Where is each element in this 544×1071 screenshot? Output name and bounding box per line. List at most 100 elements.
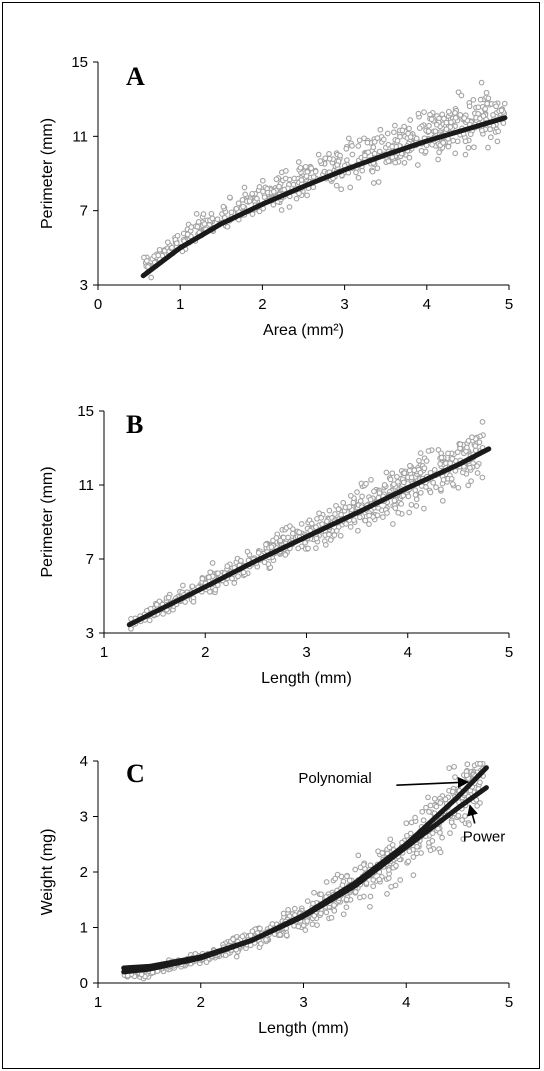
data-point <box>391 481 397 488</box>
data-point <box>195 219 202 225</box>
data-point <box>156 246 163 253</box>
data-point <box>439 111 446 118</box>
data-point <box>357 498 364 504</box>
data-point <box>404 832 410 839</box>
data-point <box>155 252 162 259</box>
panel-a: 0 1 2 3 4 5 3 7 11 15 Area (mm²) Perimeter (mm) A <box>39 54 513 339</box>
data-point <box>411 467 418 474</box>
data-point <box>346 504 353 510</box>
data-point <box>295 923 302 930</box>
data-point <box>302 539 308 546</box>
data-point <box>308 165 315 172</box>
data-point <box>467 131 474 138</box>
x-tick-label: 3 <box>340 296 348 313</box>
data-point <box>448 119 454 126</box>
data-point <box>180 582 186 589</box>
data-point <box>257 925 263 932</box>
data-point <box>371 139 378 145</box>
data-point <box>410 872 417 878</box>
data-point <box>345 135 352 142</box>
data-point <box>500 120 507 126</box>
data-point <box>455 812 462 819</box>
data-point <box>354 489 360 495</box>
data-point <box>397 133 403 140</box>
data-point <box>295 159 302 165</box>
data-point <box>389 470 396 477</box>
data-point <box>363 480 369 487</box>
data-point <box>413 135 420 142</box>
data-point <box>401 159 408 166</box>
x-tick-label: 1 <box>100 644 108 661</box>
data-point <box>343 145 350 152</box>
data-point <box>304 192 310 199</box>
data-point <box>327 537 334 543</box>
fit-line-polynomial <box>121 765 489 971</box>
data-point <box>143 258 150 264</box>
data-point <box>313 535 320 542</box>
data-point <box>310 174 317 180</box>
data-point <box>465 482 472 489</box>
data-point <box>209 560 216 566</box>
data-point <box>427 847 434 854</box>
data-point <box>429 830 436 836</box>
data-point <box>474 803 480 809</box>
data-point <box>313 524 319 530</box>
data-point <box>222 952 229 959</box>
data-point <box>281 186 288 193</box>
data-point <box>273 535 280 541</box>
data-point <box>297 164 304 171</box>
data-point <box>433 121 440 128</box>
data-point <box>268 544 275 550</box>
data-point <box>286 204 293 210</box>
data-point <box>415 110 422 117</box>
data-point <box>287 523 293 529</box>
x-tick-label: 1 <box>94 994 102 1011</box>
x-tick-label: 4 <box>423 296 431 313</box>
data-point <box>193 211 200 217</box>
data-point <box>289 530 296 537</box>
y-tick-label: 11 <box>78 477 94 494</box>
data-point <box>363 880 370 886</box>
data-point <box>449 788 456 795</box>
data-point <box>380 514 386 520</box>
data-point <box>366 512 372 519</box>
data-point <box>308 520 315 527</box>
data-point <box>356 514 363 521</box>
data-point <box>418 147 425 154</box>
data-point <box>316 510 322 517</box>
data-point <box>317 910 324 917</box>
annotation-polynomial: Polynomial <box>298 770 371 787</box>
data-point <box>227 194 233 201</box>
y-tick-label: 7 <box>86 551 94 568</box>
x-tick-label: 5 <box>505 644 513 661</box>
data-point <box>212 586 219 593</box>
data-point <box>401 470 408 476</box>
data-point <box>387 836 394 843</box>
data-point <box>374 135 381 141</box>
data-point <box>449 455 456 462</box>
data-point <box>263 541 269 548</box>
data-point <box>143 607 150 614</box>
data-point <box>406 509 413 516</box>
data-point <box>298 177 305 183</box>
fit-line <box>126 446 492 628</box>
data-point <box>405 493 412 500</box>
data-point <box>439 497 446 504</box>
data-point <box>384 130 391 137</box>
data-point <box>324 518 330 525</box>
data-point <box>367 903 373 910</box>
data-point <box>454 138 461 145</box>
data-point <box>295 545 302 552</box>
data-point <box>305 545 311 552</box>
data-point <box>452 150 459 157</box>
x-tick-label: 2 <box>197 994 205 1011</box>
data-point <box>203 959 210 965</box>
data-point <box>495 128 502 135</box>
data-point <box>474 470 481 476</box>
data-point <box>479 474 486 481</box>
data-point <box>349 143 355 149</box>
data-point <box>429 141 435 148</box>
data-point <box>446 765 453 771</box>
data-point <box>437 461 444 467</box>
data-point <box>317 158 324 164</box>
